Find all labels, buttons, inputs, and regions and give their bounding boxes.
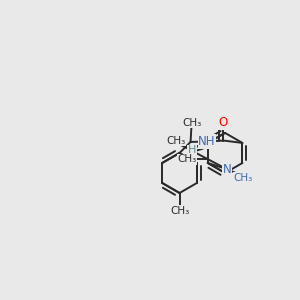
Text: CH₃: CH₃: [182, 118, 201, 128]
Text: N: N: [222, 163, 231, 176]
Text: CH₃: CH₃: [170, 206, 189, 216]
Text: H: H: [188, 145, 196, 155]
Text: CH₃: CH₃: [177, 154, 196, 164]
Text: NH: NH: [198, 135, 216, 148]
Text: CH₃: CH₃: [166, 136, 185, 146]
Text: O: O: [219, 116, 228, 129]
Text: CH₃: CH₃: [234, 172, 253, 183]
